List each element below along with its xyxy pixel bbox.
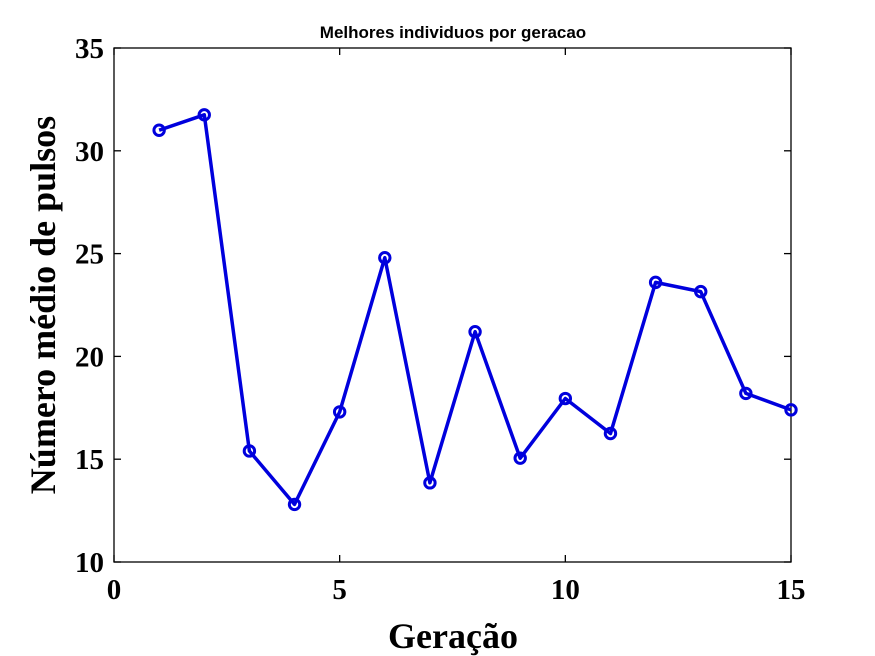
data-point	[513, 451, 527, 465]
data-point	[784, 403, 798, 417]
tick-labels: 0 5 10 15 10 15 20 25 30 35	[75, 33, 806, 606]
data-point	[739, 386, 753, 401]
x-tick-label: 5	[332, 574, 347, 606]
data-point	[197, 108, 211, 122]
plot-area	[113, 47, 792, 563]
y-tick-label: 30	[75, 136, 104, 168]
x-axis-label: Geração	[388, 616, 518, 656]
y-tick-label: 15	[75, 444, 104, 476]
data-point	[648, 275, 663, 290]
x-tick-label: 15	[777, 574, 806, 606]
x-tick-label: 10	[551, 574, 580, 606]
chart-title: Melhores individuos por geracao	[320, 23, 586, 42]
data-point	[603, 426, 618, 441]
y-tick-label: 20	[75, 341, 104, 373]
data-point	[378, 251, 392, 265]
data-point	[423, 476, 437, 490]
data-point	[558, 391, 573, 406]
data-point	[332, 405, 347, 419]
data-point	[242, 444, 257, 458]
series-line	[158, 113, 792, 507]
y-axis-label: Número médio de pulsos	[23, 116, 63, 494]
series-layer	[152, 108, 798, 512]
axis-ticks	[113, 47, 792, 563]
data-point	[287, 497, 302, 512]
data-point	[694, 284, 708, 299]
data-point	[468, 325, 482, 339]
y-tick-label: 35	[75, 33, 104, 65]
x-tick-label: 0	[107, 574, 122, 606]
data-point	[152, 123, 166, 137]
y-tick-label: 25	[75, 239, 104, 271]
y-tick-label: 10	[75, 547, 104, 579]
